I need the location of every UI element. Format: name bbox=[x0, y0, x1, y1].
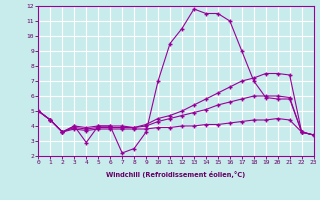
X-axis label: Windchill (Refroidissement éolien,°C): Windchill (Refroidissement éolien,°C) bbox=[106, 171, 246, 178]
